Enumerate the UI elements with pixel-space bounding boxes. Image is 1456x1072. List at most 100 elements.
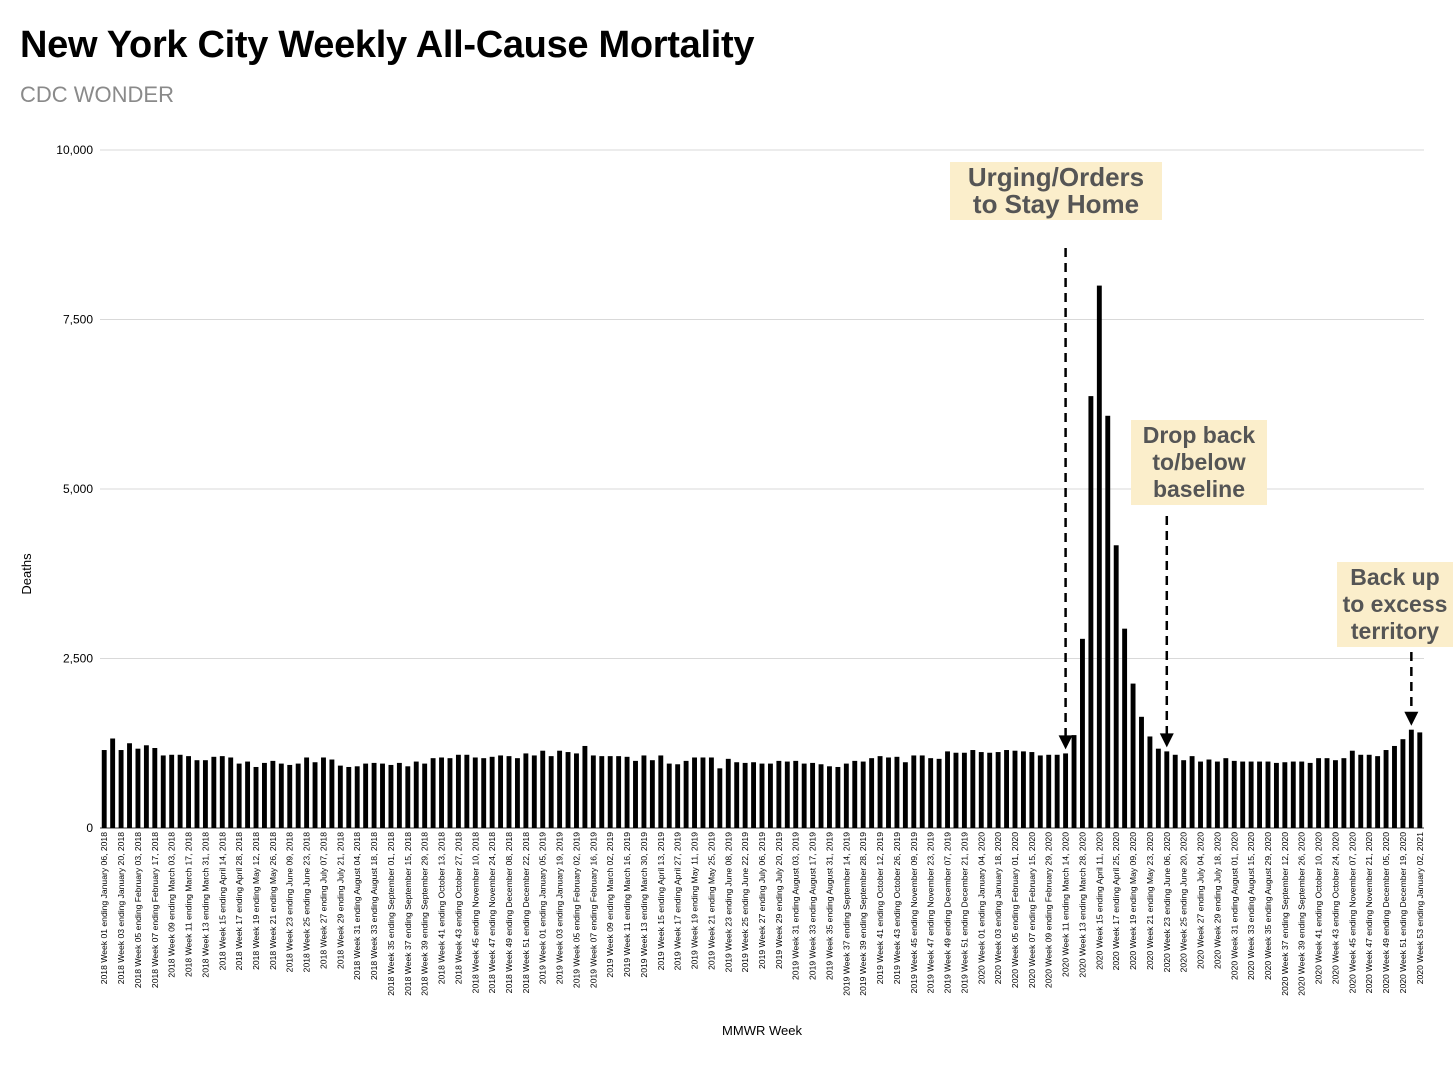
bar	[1299, 761, 1305, 828]
x-tick-label: 2018 Week 45 ending November 10, 2018	[470, 832, 480, 994]
bar	[540, 750, 546, 828]
annotation-line: Urging/Orders	[967, 162, 1145, 192]
x-tick-label: 2020 Week 23 ending June 06, 2020	[1162, 832, 1172, 973]
x-tick-label: 2018 Week 43 ending October 27, 2018	[453, 832, 463, 984]
bar	[717, 768, 723, 828]
bar	[928, 758, 934, 828]
bar	[346, 766, 352, 828]
bar	[219, 756, 225, 828]
bar	[675, 764, 681, 828]
bar	[624, 756, 630, 828]
bar	[1071, 735, 1077, 828]
bar	[1105, 415, 1111, 828]
x-tick-label: 2018 Week 39 ending September 29, 2018	[420, 832, 430, 996]
bar	[590, 755, 596, 828]
bar	[1020, 751, 1026, 828]
annotation-drop-back: Drop back to/below baseline	[1131, 420, 1267, 505]
x-tick-label: 2019 Week 35 ending August 31, 2019	[824, 832, 834, 980]
x-tick-label: 2018 Week 49 ending December 08, 2018	[504, 832, 514, 994]
bar	[1324, 758, 1330, 828]
bar	[101, 750, 107, 828]
bar	[270, 760, 276, 828]
bar	[843, 763, 849, 828]
bar	[574, 753, 579, 828]
bar	[852, 760, 858, 828]
x-tick-label: 2019 Week 39 ending September 28, 2019	[858, 832, 868, 996]
x-tick-label: 2018 Week 35 ending September 01, 2018	[386, 832, 396, 996]
bar	[666, 763, 672, 828]
bar	[1054, 754, 1060, 828]
bar	[514, 758, 520, 828]
bar	[1231, 760, 1237, 828]
bar	[599, 756, 605, 828]
x-tick-label: 2020 Week 39 ending September 26, 2020	[1297, 832, 1307, 996]
x-tick-label: 2020 Week 43 ending October 24, 2020	[1330, 832, 1340, 984]
x-tick-label: 2020 Week 13 ending March 28, 2020	[1077, 832, 1087, 978]
x-tick-label: 2020 Week 05 ending February 01, 2020	[1010, 832, 1020, 988]
x-tick-label: 2018 Week 05 ending February 03, 2018	[133, 832, 143, 988]
x-tick-label: 2019 Week 37 ending September 14, 2019	[841, 832, 851, 996]
x-tick-label: 2019 Week 27 ending July 06, 2019	[757, 832, 767, 969]
x-tick-label: 2020 Week 41 ending October 10, 2020	[1314, 832, 1324, 984]
annotation-line: Drop back	[1142, 422, 1256, 448]
bar	[835, 766, 841, 828]
x-tick-label: 2020 Week 19 ending May 09, 2020	[1128, 832, 1138, 970]
bar	[557, 750, 563, 828]
bar	[894, 756, 900, 828]
bar	[692, 757, 697, 828]
bar	[978, 752, 984, 828]
y-tick-label: 2,500	[63, 652, 93, 666]
x-tick-label: 2020 Week 21 ending May 23, 2020	[1145, 832, 1155, 970]
x-tick-label: 2020 Week 45 ending November 07, 2020	[1347, 832, 1357, 994]
annotation-line: to/below	[1152, 449, 1246, 475]
bar	[1172, 754, 1178, 828]
bar	[1198, 761, 1203, 828]
bar	[1341, 758, 1347, 828]
x-tick-label: 2019 Week 25 ending June 22, 2019	[740, 832, 750, 973]
x-tick-label: 2019 Week 21 ending May 25, 2019	[706, 832, 716, 970]
bar	[396, 762, 402, 828]
bar	[1257, 761, 1262, 828]
y-tick-label: 7,500	[63, 313, 93, 327]
x-tick-label: 2020 Week 33 ending August 15, 2020	[1246, 832, 1256, 980]
bar	[413, 761, 419, 828]
x-tick-label: 2018 Week 11 ending March 17, 2018	[184, 832, 194, 977]
bar	[751, 762, 757, 828]
chart-title: New York City Weekly All-Cause Mortality	[20, 24, 755, 66]
bar	[295, 763, 301, 828]
x-tick-label: 2018 Week 25 ending June 23, 2018	[302, 832, 312, 973]
bar	[936, 758, 942, 828]
bar	[329, 759, 335, 828]
bar	[422, 763, 428, 828]
x-tick-label: 2019 Week 33 ending August 17, 2019	[808, 832, 818, 980]
bar	[945, 751, 950, 828]
x-tick-label: 2018 Week 37 ending September 15, 2018	[403, 832, 413, 996]
bar	[961, 752, 967, 828]
bar	[1088, 396, 1094, 828]
bar	[565, 752, 571, 828]
bar	[1147, 736, 1153, 828]
annotation-line: Back up	[1350, 564, 1440, 590]
bar	[1417, 732, 1423, 828]
bar	[953, 752, 959, 828]
x-tick-label: 2018 Week 09 ending March 03, 2018	[167, 832, 177, 978]
x-tick-label: 2018 Week 33 ending August 18, 2018	[369, 832, 379, 980]
bar	[1408, 729, 1414, 828]
x-tick-label: 2019 Week 09 ending March 02, 2019	[605, 832, 615, 978]
x-tick-label: 2019 Week 47 ending November 23, 2019	[926, 832, 936, 994]
y-tick-label: 10,000	[56, 143, 93, 157]
x-tick-label: 2020 Week 25 ending June 20, 2020	[1179, 832, 1189, 973]
x-tick-label: 2020 Week 07 ending February 15, 2020	[1027, 832, 1037, 988]
bar	[304, 757, 310, 828]
bar	[498, 755, 504, 828]
bar	[186, 756, 191, 828]
bar	[405, 766, 411, 828]
annotation-line: to Stay Home	[972, 189, 1140, 219]
x-tick-label: 2020 Week 09 ending February 29, 2020	[1044, 832, 1054, 988]
bar	[616, 756, 622, 828]
annotation-line: territory	[1350, 618, 1440, 644]
bar	[1223, 758, 1229, 828]
bar	[118, 750, 124, 828]
bar	[1206, 759, 1212, 828]
annotation-arrows	[1058, 248, 1419, 750]
